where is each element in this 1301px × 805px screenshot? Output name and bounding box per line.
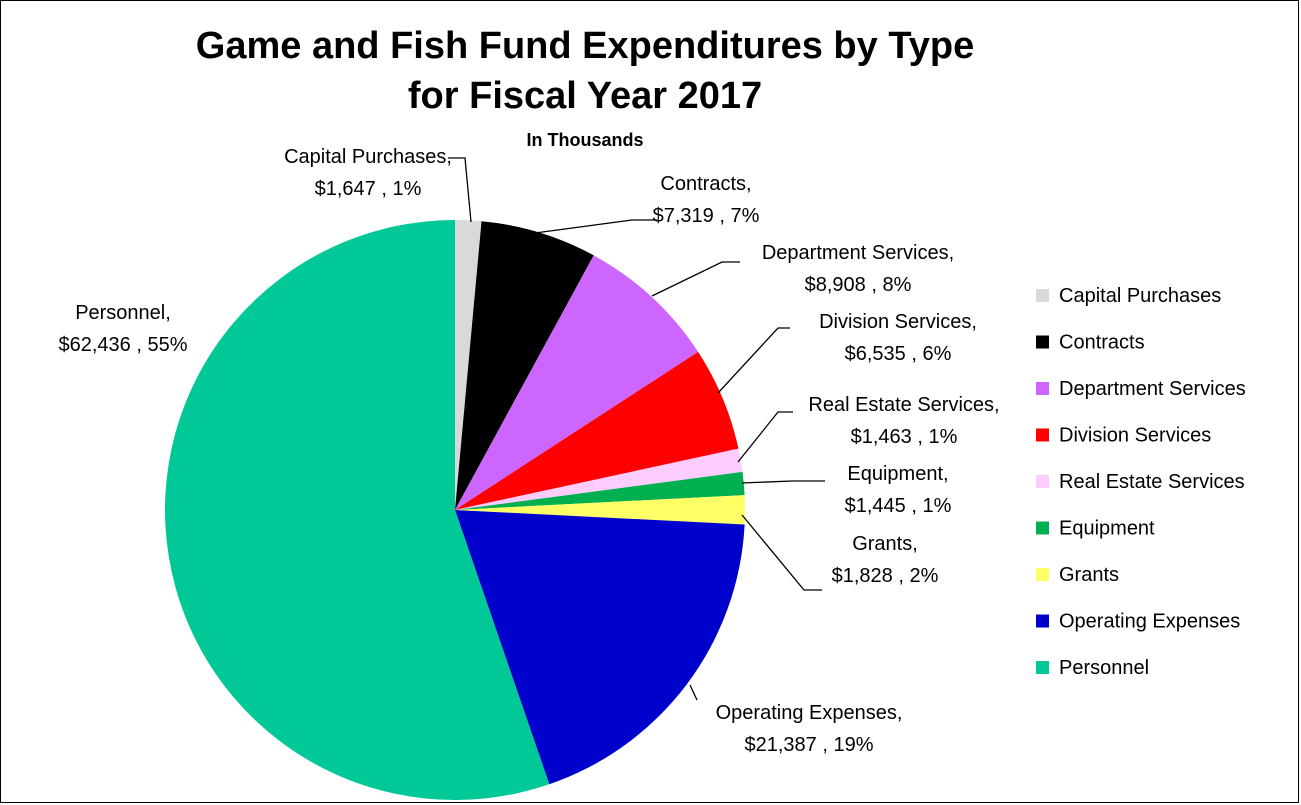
data-label-name-operating-expenses: Operating Expenses, bbox=[716, 702, 903, 724]
data-label-name-capital-purchases: Capital Purchases, bbox=[284, 146, 452, 168]
data-label-value-grants: $1,828 , 2% bbox=[832, 565, 939, 587]
chart-title-line2: for Fiscal Year 2017 bbox=[408, 75, 762, 117]
legend-swatch-division-services bbox=[1036, 429, 1049, 442]
legend-swatch-personnel bbox=[1036, 661, 1049, 674]
data-label-value-real-estate-services: $1,463 , 1% bbox=[851, 426, 958, 448]
leader-line-equipment bbox=[742, 481, 825, 483]
legend: Capital Purchases Contracts Department Ser… bbox=[1036, 285, 1246, 679]
data-label-value-contracts: $7,319 , 7% bbox=[653, 205, 760, 227]
data-label-value-personnel: $62,436 , 55% bbox=[59, 334, 188, 356]
data-label-name-real-estate-services: Real Estate Services, bbox=[808, 394, 999, 416]
legend-label-operating-expenses: Operating Expenses bbox=[1059, 611, 1240, 633]
data-label-value-capital-purchases: $1,647 , 1% bbox=[315, 178, 422, 200]
legend-label-department-services: Department Services bbox=[1059, 378, 1246, 400]
legend-label-equipment: Equipment bbox=[1059, 518, 1155, 540]
data-label-name-division-services: Division Services, bbox=[819, 311, 977, 333]
chart-title-line1: Game and Fish Fund Expenditures by Type bbox=[196, 25, 974, 67]
data-label-name-department-services: Department Services, bbox=[762, 242, 954, 264]
legend-swatch-department-services bbox=[1036, 382, 1049, 395]
legend-swatch-capital-purchases bbox=[1036, 289, 1049, 302]
leader-line-grants bbox=[742, 515, 822, 590]
data-label-value-division-services: $6,535 , 6% bbox=[845, 343, 952, 365]
legend-label-personnel: Personnel bbox=[1059, 657, 1149, 679]
leader-line-operating-expenses bbox=[690, 685, 697, 700]
legend-label-capital-purchases: Capital Purchases bbox=[1059, 285, 1221, 307]
legend-swatch-operating-expenses bbox=[1036, 615, 1049, 628]
legend-label-contracts: Contracts bbox=[1059, 332, 1145, 354]
legend-swatch-contracts bbox=[1036, 336, 1049, 349]
legend-label-division-services: Division Services bbox=[1059, 425, 1211, 447]
chart-subtitle: In Thousands bbox=[527, 130, 644, 150]
data-label-name-equipment: Equipment, bbox=[847, 463, 948, 485]
leader-line-contracts bbox=[535, 220, 657, 233]
legend-label-grants: Grants bbox=[1059, 564, 1119, 586]
legend-swatch-equipment bbox=[1036, 522, 1049, 535]
data-label-name-personnel: Personnel, bbox=[75, 302, 171, 324]
data-label-name-grants: Grants, bbox=[852, 533, 918, 555]
legend-swatch-grants bbox=[1036, 568, 1049, 581]
data-label-name-contracts: Contracts, bbox=[660, 173, 751, 195]
data-label-value-department-services: $8,908 , 8% bbox=[805, 274, 912, 296]
data-label-value-operating-expenses: $21,387 , 19% bbox=[745, 734, 874, 756]
legend-label-real-estate-services: Real Estate Services bbox=[1059, 471, 1245, 493]
pie-slices bbox=[165, 220, 745, 800]
leader-line-department-services bbox=[652, 262, 740, 296]
leader-line-division-services bbox=[718, 328, 790, 393]
legend-swatch-real-estate-services bbox=[1036, 475, 1049, 488]
leader-line-real-estate-services bbox=[738, 412, 793, 462]
data-label-value-equipment: $1,445 , 1% bbox=[845, 495, 952, 517]
